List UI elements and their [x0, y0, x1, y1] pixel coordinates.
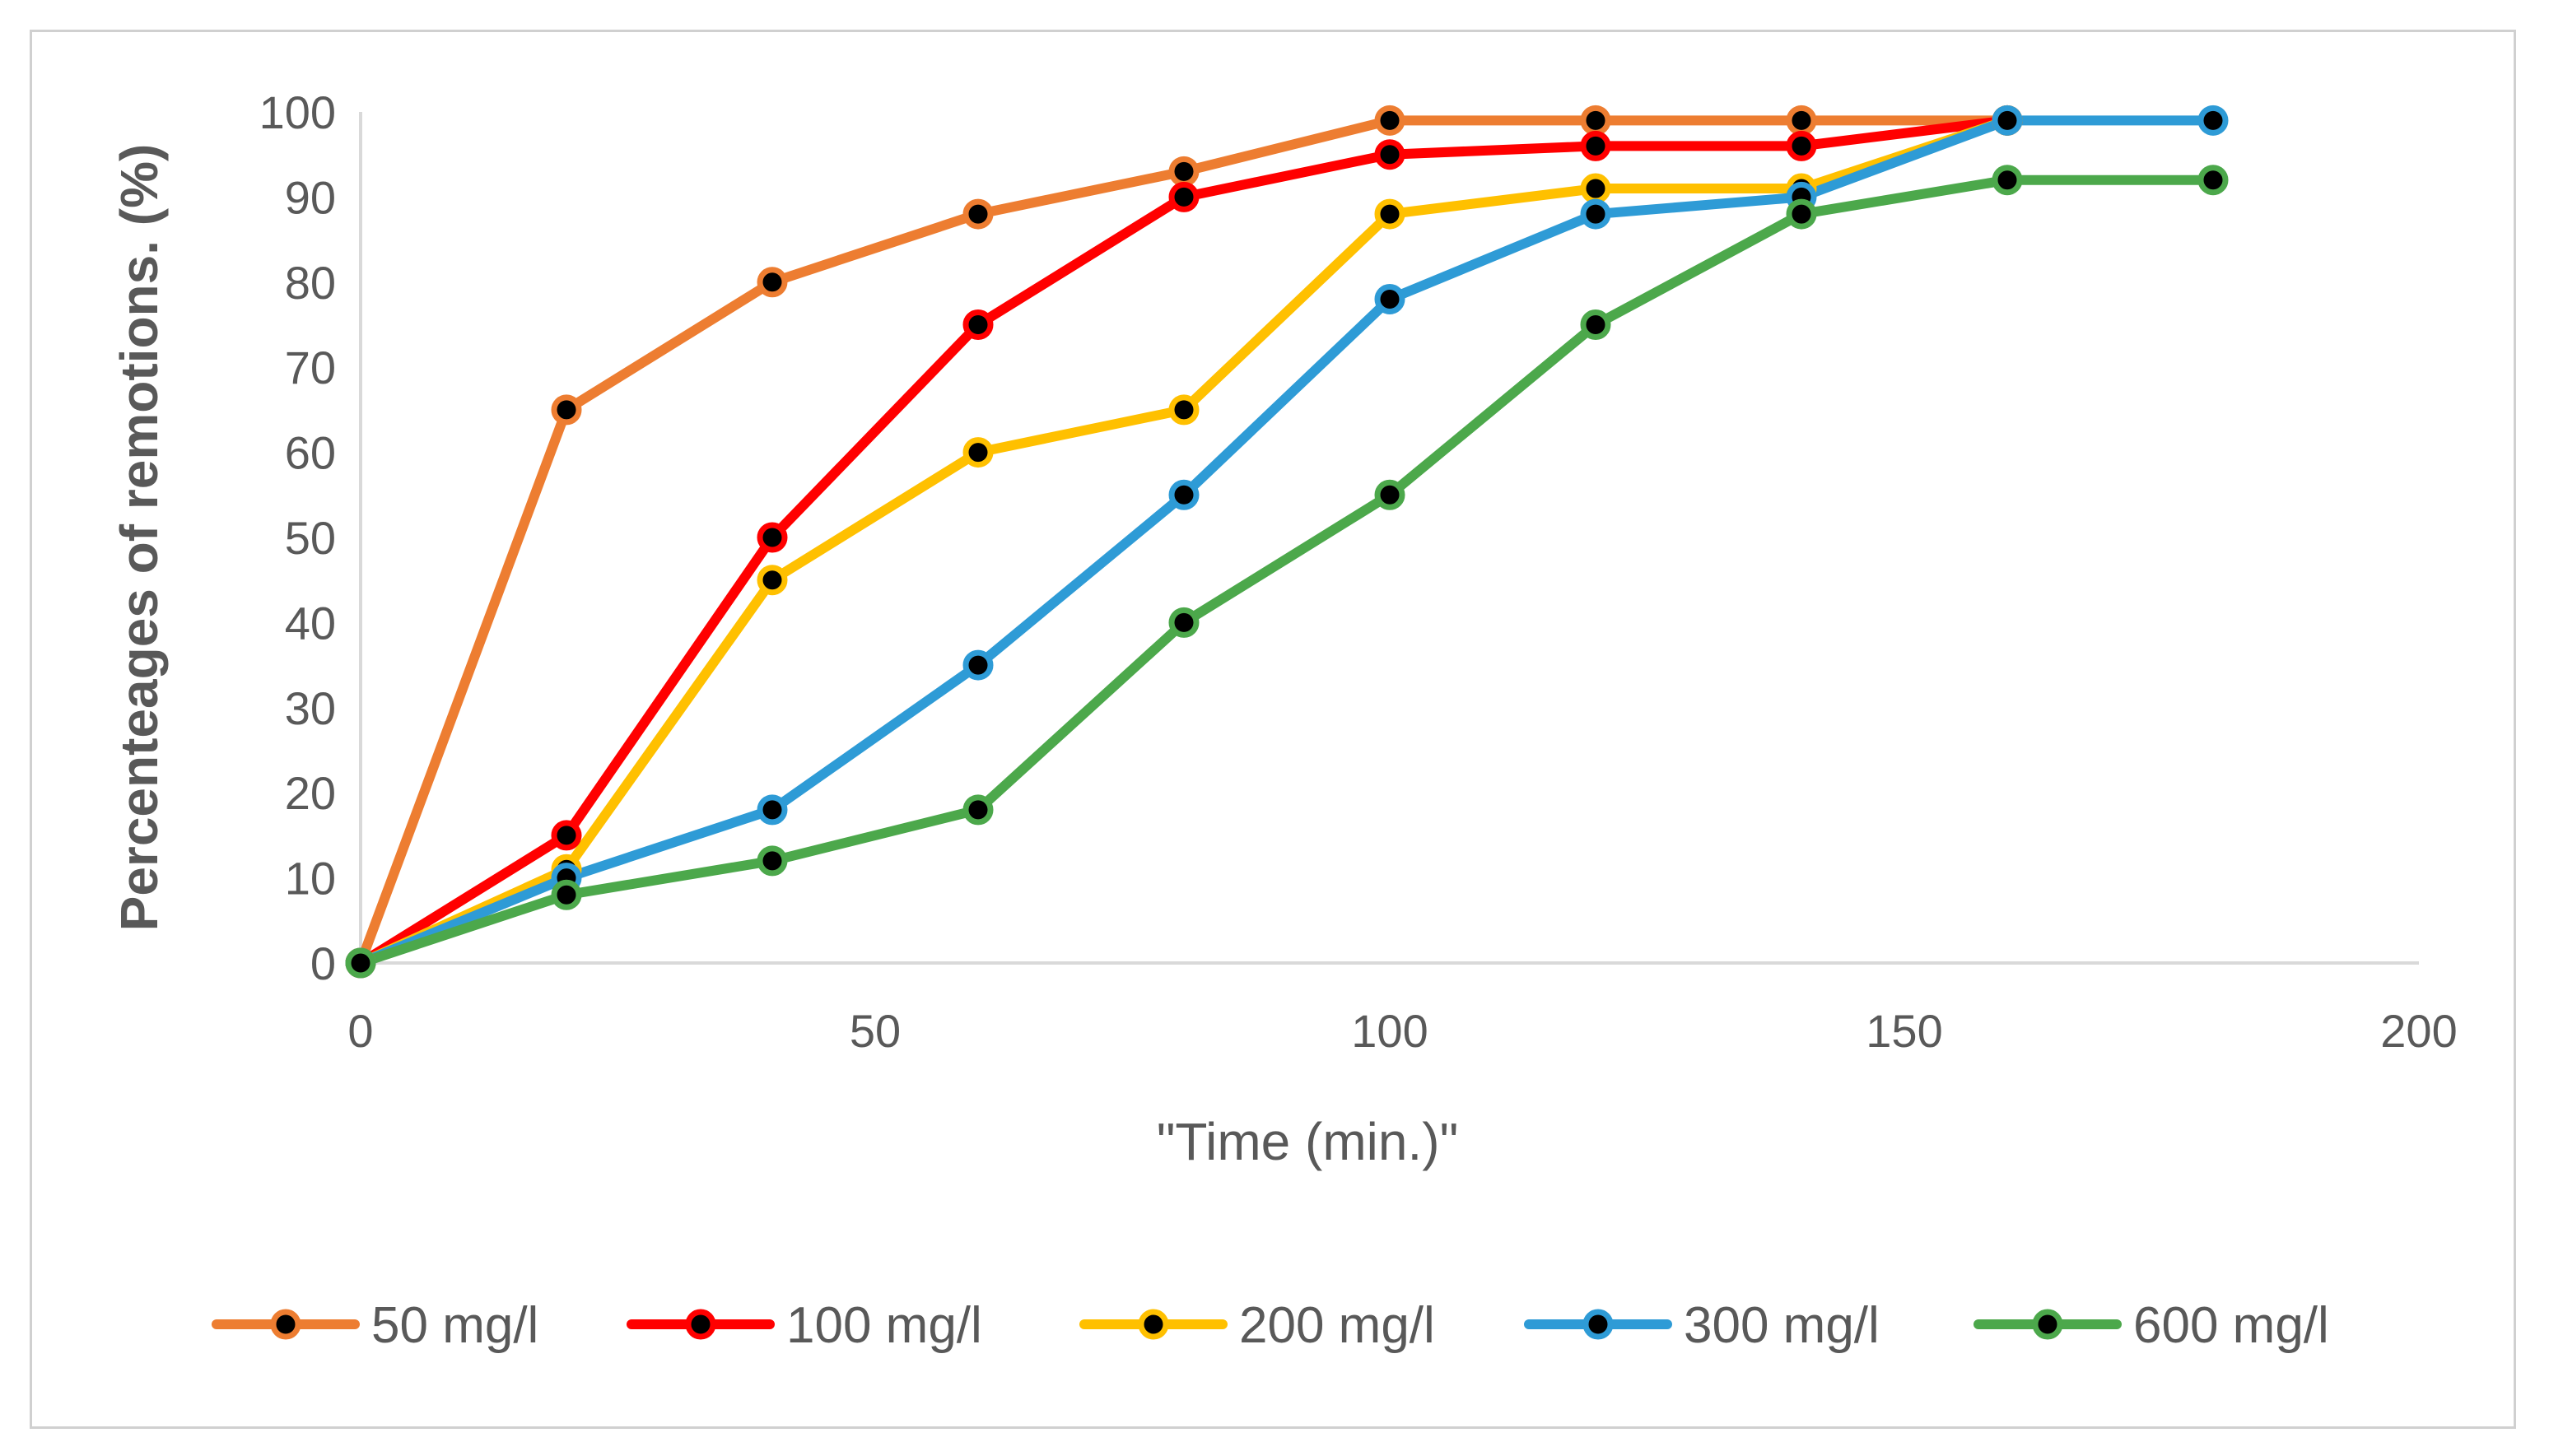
x-tick-label: 100	[1351, 1005, 1428, 1057]
data-point	[1580, 198, 1611, 230]
data-point	[962, 437, 994, 468]
legend-marker	[2032, 1309, 2063, 1340]
legend-label: 100 mg/l	[786, 1297, 982, 1354]
series-lines	[356, 115, 2218, 968]
data-point	[1580, 309, 1611, 340]
data-point	[1168, 156, 1200, 187]
y-tick-label: 40	[285, 597, 336, 649]
data-point	[2197, 105, 2229, 136]
data-point	[551, 394, 582, 426]
data-point	[1374, 479, 1405, 510]
legend-label: 300 mg/l	[1684, 1297, 1880, 1354]
legend-marker	[1138, 1309, 1169, 1340]
series-markers	[345, 105, 2229, 979]
y-tick-label: 100	[259, 86, 336, 138]
chart-frame: 0 10 20 30 40 50 60 70 80 90 100 0 50 100 150 200 Perc…	[30, 30, 2516, 1429]
data-point	[1580, 173, 1611, 204]
y-tick-label: 10	[285, 853, 336, 905]
series-line-1	[356, 115, 2012, 968]
x-tick-label: 150	[1866, 1005, 1942, 1057]
data-point	[551, 820, 582, 851]
y-tick-labels: 0 10 20 30 40 50 60 70 80 90 100	[259, 86, 336, 989]
x-tick-label: 0	[347, 1005, 373, 1057]
y-axis-title: Percenteages of remotions. (%)	[110, 144, 169, 932]
series-line-3	[356, 115, 2218, 968]
data-point	[1580, 130, 1611, 161]
data-point	[1374, 198, 1405, 230]
y-tick-label: 30	[285, 682, 336, 734]
x-tick-labels: 0 50 100 150 200	[347, 1005, 2457, 1057]
data-point	[1786, 198, 1817, 230]
data-point	[1992, 165, 2023, 196]
legend-marker	[270, 1309, 301, 1340]
y-tick-label: 60	[285, 427, 336, 479]
legend-label: 50 mg/l	[371, 1297, 538, 1354]
data-point	[757, 565, 788, 596]
data-point	[757, 522, 788, 553]
data-point	[757, 845, 788, 877]
x-axis-title: "Time (min.)"	[1157, 1112, 1459, 1171]
data-point	[1168, 479, 1200, 510]
y-tick-label: 80	[285, 257, 336, 309]
x-tick-label: 50	[850, 1005, 901, 1057]
data-point	[757, 267, 788, 298]
y-tick-label: 90	[285, 171, 336, 223]
data-point	[962, 794, 994, 826]
legend-label: 600 mg/l	[2133, 1297, 2329, 1354]
data-point	[551, 879, 582, 910]
legend: 50 mg/l 100 mg/l 200 mg/l 300 mg/l 600 mg/l	[212, 1297, 2329, 1354]
series-line-0	[356, 115, 2012, 968]
data-point	[962, 309, 994, 340]
data-point	[1786, 105, 1817, 136]
data-point	[1374, 105, 1405, 136]
data-point	[962, 198, 994, 230]
legend-marker	[685, 1309, 716, 1340]
data-point	[1168, 181, 1200, 212]
data-point	[1168, 607, 1200, 638]
data-point	[345, 947, 376, 979]
y-tick-label: 20	[285, 767, 336, 819]
data-point	[1992, 105, 2023, 136]
y-tick-label: 70	[285, 342, 336, 393]
x-tick-label: 200	[2380, 1005, 2457, 1057]
data-point	[962, 649, 994, 681]
data-point	[1374, 139, 1405, 170]
data-point	[1786, 130, 1817, 161]
data-point	[1168, 394, 1200, 426]
y-tick-label: 50	[285, 512, 336, 564]
data-point	[757, 794, 788, 826]
y-tick-label: 0	[310, 937, 336, 989]
line-chart: 0 10 20 30 40 50 60 70 80 90 100 0 50 100 150 200 Perc…	[110, 86, 2458, 1354]
series-line-4	[356, 174, 2218, 968]
data-point	[1580, 105, 1611, 136]
series-line-2	[356, 115, 2012, 968]
data-point	[1374, 283, 1405, 314]
legend-label: 200 mg/l	[1239, 1297, 1435, 1354]
data-point	[2197, 165, 2229, 196]
legend-marker	[1582, 1309, 1614, 1340]
